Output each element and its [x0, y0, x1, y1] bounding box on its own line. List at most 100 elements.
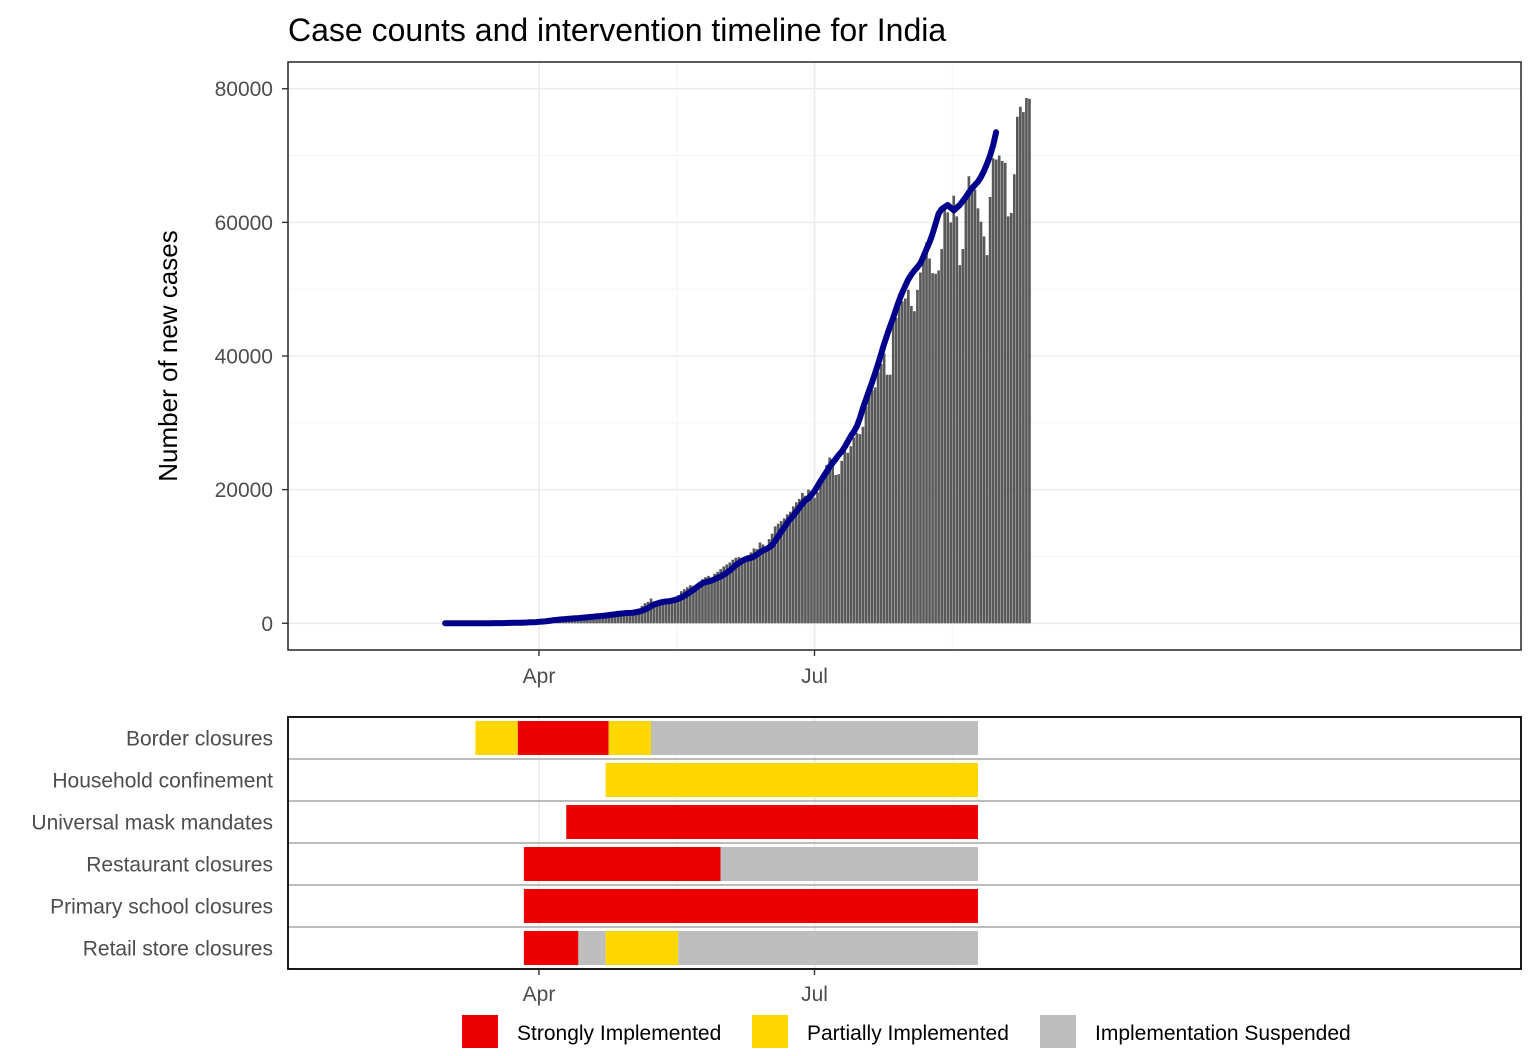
case-bar [667, 601, 671, 624]
case-bar [785, 514, 789, 624]
case-bar [831, 458, 834, 624]
intervention-segment [523, 847, 721, 881]
legend: Strongly Implemented Partially Implemente… [462, 1015, 1351, 1048]
legend-item: Implementation Suspended [1040, 1015, 1351, 1048]
case-bar [807, 489, 810, 624]
case-bar [616, 612, 620, 624]
intervention-label: Household confinement [52, 770, 273, 793]
case-bar [955, 216, 959, 624]
intervention-segment [720, 847, 978, 881]
case-bar [897, 293, 901, 624]
case-bar [858, 434, 862, 624]
case-bar [740, 557, 744, 624]
case-bar [798, 498, 801, 624]
case-bar [776, 523, 780, 624]
intervention-timeline-panel: Border closures Household confinement Univ… [31, 716, 1522, 1006]
case-bar [997, 155, 1001, 624]
case-bar [934, 273, 937, 624]
case-bar [1000, 160, 1004, 624]
case-bar [788, 511, 792, 624]
case-bar [634, 610, 638, 624]
case-bar [713, 573, 716, 624]
case-bar [1009, 213, 1013, 624]
case-bar [1006, 216, 1010, 624]
intervention-segment [566, 805, 978, 839]
intervention-segment [678, 931, 978, 965]
case-bar [967, 176, 971, 624]
case-bar [961, 249, 965, 624]
case-bar [804, 495, 807, 624]
case-bar [782, 518, 786, 624]
case-bar [894, 317, 898, 624]
case-bar [1016, 116, 1019, 624]
case-bar [879, 364, 883, 624]
case-bar [607, 613, 610, 624]
case-bar [1012, 174, 1016, 624]
case-bar [716, 571, 719, 624]
case-bar [652, 601, 656, 624]
case-bar [876, 372, 880, 624]
case-bar [734, 557, 738, 624]
case-bar [919, 272, 922, 624]
x-tick-label: Apr [523, 983, 556, 1006]
case-bar [719, 569, 722, 624]
case-bar [913, 311, 916, 624]
case-bar [755, 549, 759, 624]
case-bar [610, 612, 613, 624]
case-bar [589, 616, 592, 624]
legend-label: Partially Implemented [807, 1022, 1009, 1045]
case-bar [855, 432, 859, 624]
intervention-segment [578, 931, 606, 965]
case-bar [979, 221, 983, 624]
case-bar [973, 189, 977, 624]
case-bar [658, 599, 662, 624]
case-bar [613, 612, 617, 624]
case-bar [852, 437, 856, 624]
x-axis-ticks-bottom: Apr Jul [523, 969, 828, 1006]
case-bar [991, 158, 995, 624]
case-bar [885, 374, 889, 624]
case-bar [761, 544, 765, 624]
case-bar [943, 205, 947, 624]
case-bar [1028, 98, 1031, 624]
case-bar [640, 605, 644, 624]
case-bar [670, 598, 674, 624]
case-bar [710, 577, 713, 624]
case-bar [707, 575, 710, 624]
legend-swatch [752, 1015, 788, 1048]
timeline-plot-border [287, 716, 1522, 970]
case-bar [643, 603, 647, 624]
case-bar [964, 192, 968, 624]
case-bar [661, 599, 665, 624]
case-bar [601, 614, 604, 624]
case-bar [728, 562, 732, 624]
intervention-segment [605, 931, 679, 965]
case-bar [810, 490, 813, 624]
case-bar [870, 390, 874, 624]
intervention-label: Border closures [126, 728, 273, 751]
legend-swatch [1040, 1015, 1076, 1048]
x-tick-label: Jul [801, 665, 828, 688]
case-bar [704, 577, 707, 624]
case-bar [828, 457, 831, 624]
intervention-labels: Border closures Household confinement Univ… [31, 728, 273, 961]
case-bar [825, 464, 828, 624]
case-bar [864, 406, 868, 624]
intervention-label: Restaurant closures [86, 854, 273, 877]
legend-item: Strongly Implemented [462, 1015, 721, 1048]
intervention-label: Retail store closures [83, 938, 273, 961]
case-bar [861, 426, 865, 624]
case-bar [846, 452, 850, 624]
case-bar [676, 595, 680, 624]
rolling-average-line [442, 129, 1000, 627]
intervention-segment [651, 721, 978, 755]
case-bar [752, 548, 756, 624]
case-bar [679, 591, 683, 624]
case-bar [737, 557, 741, 624]
y-tick-label: 80000 [215, 78, 273, 101]
case-bar [758, 542, 762, 624]
case-bar [773, 526, 777, 624]
case-bar [1019, 106, 1022, 624]
case-bar [1025, 98, 1028, 624]
case-bar [686, 587, 689, 624]
